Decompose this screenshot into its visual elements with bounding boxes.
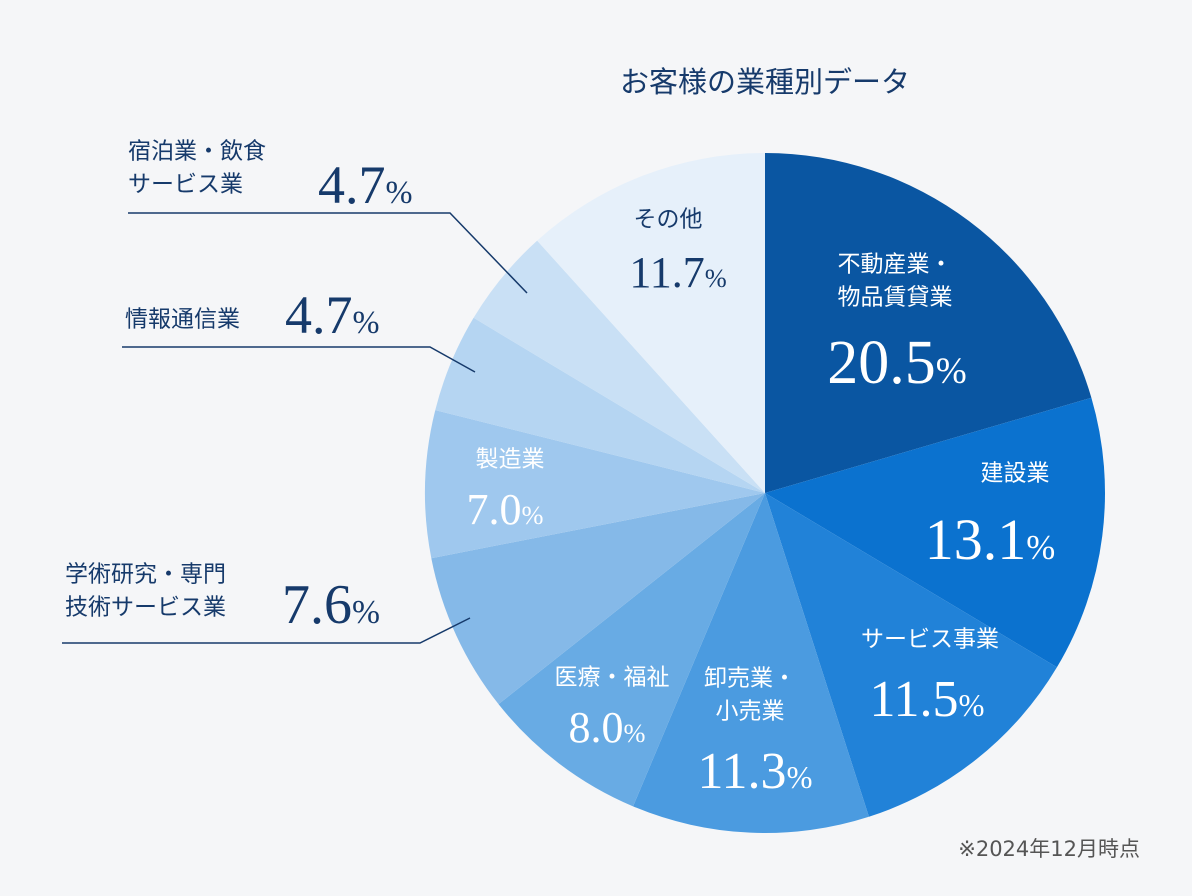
- slice-label: 建設業: [980, 460, 1050, 487]
- pie-slice: [765, 153, 1092, 493]
- leader-line: [62, 617, 471, 644]
- value-label: 11.5%: [869, 671, 985, 728]
- pie-slice: [431, 493, 765, 705]
- value-label: 13.1%: [924, 507, 1056, 572]
- value-label: 8.0%: [568, 703, 646, 752]
- leader-line: [128, 212, 528, 294]
- pie-slice: [765, 397, 1105, 668]
- slice-label: サービス事業: [861, 626, 999, 653]
- pie-slice: [765, 493, 1057, 817]
- slice-label: 製造業: [475, 446, 545, 473]
- value-label: 7.0%: [466, 485, 544, 534]
- footnote: ※2024年12月時点: [958, 837, 1140, 861]
- value-label: 11.3%: [697, 743, 813, 800]
- leader-line: [122, 346, 476, 373]
- slice-label: 学術研究・専門 技術サービス業: [65, 561, 226, 621]
- value-label: 20.5%: [827, 329, 967, 397]
- pie-slice: [498, 493, 765, 807]
- value-label: 7.6%: [282, 574, 380, 636]
- slice-label: 医療・福祉: [554, 664, 670, 691]
- pie-slice: [435, 317, 765, 493]
- pie-slice: [633, 493, 869, 833]
- slice-label: 卸売業・ 小売業: [704, 665, 796, 725]
- slice-label: 宿泊業・飲食 サービス業: [128, 138, 266, 198]
- slice-label: 情報通信業: [125, 306, 240, 333]
- pie-slice: [473, 240, 765, 493]
- slice-label: 不動産業・ 物品賃貸業: [837, 251, 953, 311]
- slice-label: その他: [633, 206, 703, 233]
- value-label: 4.7%: [285, 285, 380, 345]
- pie-slice: [425, 410, 765, 559]
- value-label: 11.7%: [629, 248, 727, 297]
- value-label: 4.7%: [318, 155, 413, 215]
- pie-slice: [537, 153, 765, 493]
- chart-title: お客様の業種別データ: [619, 65, 911, 99]
